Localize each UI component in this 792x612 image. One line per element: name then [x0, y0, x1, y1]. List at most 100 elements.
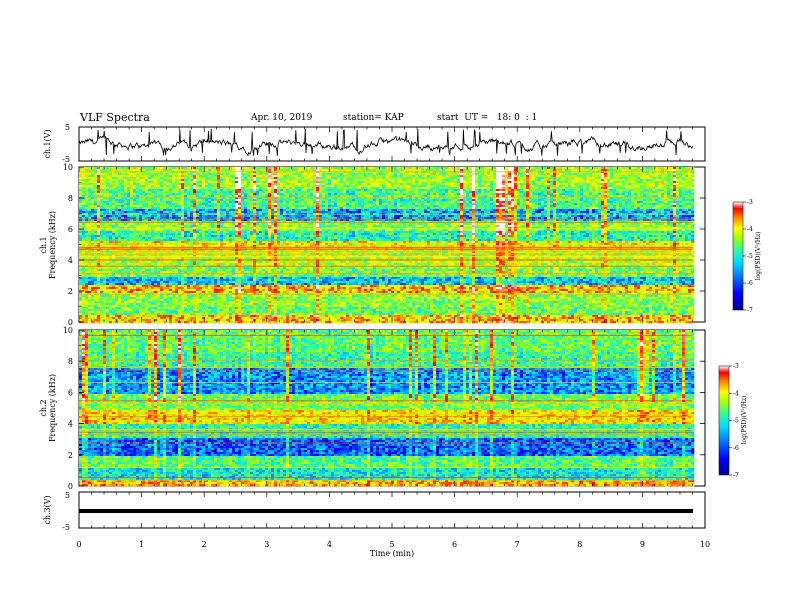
- spectrogram-cell: [448, 191, 452, 194]
- spectrogram-cell: [541, 183, 545, 186]
- spectrogram-cell: [130, 177, 134, 180]
- spectrogram-cell: [301, 197, 305, 200]
- spectrogram-cell: [565, 181, 569, 184]
- spectrogram-cell: [199, 211, 203, 214]
- spectrogram-cell: [214, 181, 218, 184]
- spectrogram-cell: [493, 199, 497, 202]
- spectrogram-cell: [88, 187, 92, 190]
- spectrogram-cell: [412, 195, 416, 198]
- spectrogram-cell: [133, 187, 137, 190]
- spectrogram-cell: [142, 199, 146, 202]
- spectrogram-cell: [460, 209, 464, 212]
- spectrogram-cell: [424, 195, 428, 198]
- spectrogram-cell: [511, 175, 515, 178]
- spectrogram-cell: [562, 181, 566, 184]
- spectrogram-cell: [676, 193, 680, 196]
- spectrogram-cell: [580, 199, 584, 202]
- spectrogram-cell: [571, 207, 575, 210]
- spectrogram-cell: [505, 195, 509, 198]
- spectrogram-cell: [409, 207, 413, 210]
- spectrogram-cell: [526, 177, 530, 180]
- spectrogram-cell: [607, 195, 611, 198]
- spectrogram-cell: [448, 169, 452, 172]
- spectrogram-cell: [337, 191, 341, 194]
- spectrogram-cell: [466, 197, 470, 200]
- spectrogram-cell: [607, 175, 611, 178]
- spectrogram-cell: [94, 177, 98, 180]
- spectrogram-cell: [586, 181, 590, 184]
- spectrogram-cell: [85, 183, 89, 186]
- spectrogram-cell: [304, 175, 308, 178]
- spectrogram-cell: [142, 179, 146, 182]
- spectrogram-cell: [193, 195, 197, 198]
- spectrogram-cell: [97, 175, 101, 178]
- spectrogram-cell: [142, 195, 146, 198]
- spectrogram-cell: [487, 193, 491, 196]
- spectrogram-cell: [91, 199, 95, 202]
- spectrogram-cell: [154, 211, 158, 214]
- spectrogram-cell: [241, 177, 245, 180]
- spectrogram-cell: [553, 199, 557, 202]
- spectrogram-cell: [115, 189, 119, 192]
- spectrogram-cell: [562, 199, 566, 202]
- spectrogram-cell: [169, 189, 173, 192]
- spectrogram-cell: [664, 191, 668, 194]
- spectrogram-cell: [646, 199, 650, 202]
- spectrogram-cell: [106, 177, 110, 180]
- spectrogram-cell: [568, 207, 572, 210]
- spectrogram-cell: [259, 175, 263, 178]
- spectrogram-cell: [646, 195, 650, 198]
- spectrogram-cell: [121, 199, 125, 202]
- spectrogram-cell: [127, 185, 131, 188]
- spectrogram-cell: [319, 201, 323, 204]
- spectrogram-cell: [688, 173, 692, 176]
- spectrogram-cell: [523, 185, 527, 188]
- spectrogram-cell: [244, 183, 248, 186]
- spectrogram-cell: [490, 167, 494, 170]
- spectrogram-cell: [430, 211, 434, 214]
- spectrogram-cell: [190, 215, 194, 218]
- spectrogram-cell: [367, 203, 371, 206]
- spectrogram-cell: [568, 187, 572, 190]
- spectrogram-cell: [325, 201, 329, 204]
- spectrogram-cell: [400, 203, 404, 206]
- spectrogram-cell: [403, 211, 407, 214]
- spectrogram-cell: [682, 209, 686, 212]
- spectrogram-cell: [97, 209, 101, 212]
- spectrogram-cell: [241, 185, 245, 188]
- spectrogram-cell: [640, 205, 644, 208]
- spectrogram-cell: [178, 187, 182, 190]
- spectrogram-cell: [442, 179, 446, 182]
- spectrogram-cell: [238, 175, 242, 178]
- spectrogram-cell: [622, 169, 626, 172]
- spectrogram-cell: [109, 209, 113, 212]
- spectrogram-cell: [568, 181, 572, 184]
- spectrogram-cell: [352, 193, 356, 196]
- spectrogram-cell: [376, 191, 380, 194]
- spectrogram-cell: [451, 193, 455, 196]
- spectrogram-cell: [103, 201, 107, 204]
- spectrogram-cell: [595, 187, 599, 190]
- spectrogram-cell: [148, 197, 152, 200]
- spectrogram-cell: [352, 203, 356, 206]
- spectrogram-cell: [205, 181, 209, 184]
- spectrogram-cell: [664, 173, 668, 176]
- spectrogram-cell: [226, 183, 230, 186]
- spectrogram-cell: [643, 183, 647, 186]
- spectrogram-cell: [691, 179, 695, 182]
- spectrogram-cell: [538, 179, 542, 182]
- spectrogram-cell: [127, 183, 131, 186]
- spectrogram-cell: [586, 187, 590, 190]
- spectrogram-cell: [184, 181, 188, 184]
- spectrogram-cell: [643, 173, 647, 176]
- spectrogram-cell: [538, 207, 542, 210]
- spectrogram-cell: [616, 199, 620, 202]
- spectrogram-cell: [265, 201, 269, 204]
- spectrogram-cell: [376, 193, 380, 196]
- spectrogram-cell: [601, 183, 605, 186]
- spectrogram-cell: [133, 209, 137, 212]
- spectrogram-cell: [289, 209, 293, 212]
- spectrogram-cell: [547, 197, 551, 200]
- spectrogram-cell: [274, 177, 278, 180]
- spectrogram-cell: [193, 175, 197, 178]
